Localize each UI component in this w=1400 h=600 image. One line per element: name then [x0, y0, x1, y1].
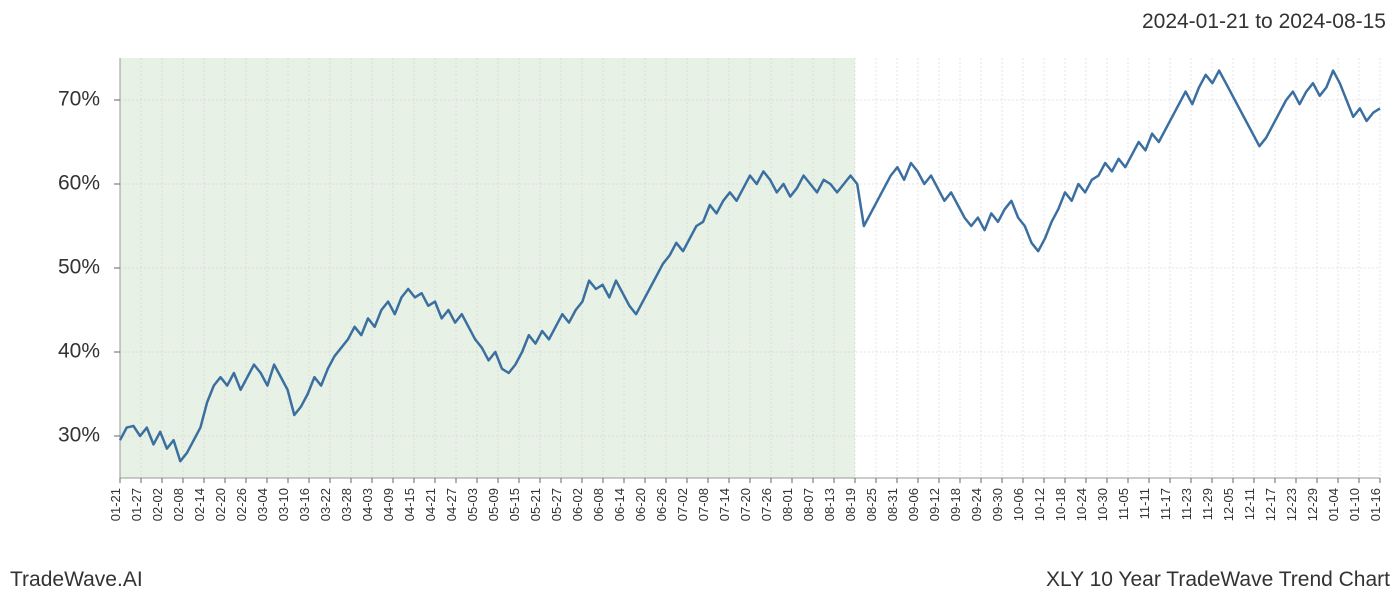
x-tick-label: 08-01 — [780, 488, 795, 521]
x-tick-label: 11-11 — [1137, 488, 1152, 519]
x-tick-label: 11-29 — [1200, 488, 1215, 520]
x-tick-label: 07-08 — [696, 488, 711, 521]
x-tick-label: 03-28 — [339, 488, 354, 521]
y-tick-label: 40% — [58, 340, 100, 363]
x-tick-label: 05-21 — [528, 488, 543, 521]
x-tick-label: 02-08 — [171, 488, 186, 521]
x-tick-label: 11-23 — [1179, 488, 1194, 520]
x-tick-label: 12-11 — [1242, 488, 1257, 520]
x-tick-label: 07-14 — [717, 488, 732, 521]
x-tick-label: 06-02 — [570, 488, 585, 521]
x-tick-label: 08-31 — [885, 488, 900, 521]
x-tick-label: 05-09 — [486, 488, 501, 521]
x-tick-label: 09-06 — [906, 488, 921, 521]
x-tick-label: 03-16 — [297, 488, 312, 521]
x-tick-label: 05-27 — [549, 488, 564, 521]
x-tick-label: 03-04 — [255, 488, 270, 521]
x-tick-label: 01-16 — [1368, 488, 1383, 521]
trend-chart: 30% 40% 50% 60% 70% 01-21 01-27 02-02 02-08 02-14… — [0, 58, 1400, 560]
brand-label: TradeWave.AI — [10, 568, 143, 592]
x-tick-label: 10-12 — [1032, 488, 1047, 521]
x-tick-label: 12-23 — [1284, 488, 1299, 521]
y-tick-label: 50% — [58, 256, 100, 279]
x-tick-label: 04-15 — [402, 488, 417, 521]
x-tick-label: 04-03 — [360, 488, 375, 521]
x-tick-label: 05-03 — [465, 488, 480, 521]
x-tick-label: 01-21 — [108, 488, 123, 521]
y-tick-label: 30% — [58, 424, 100, 447]
x-tick-label: 02-20 — [213, 488, 228, 521]
x-tick-label: 11-17 — [1158, 488, 1173, 520]
y-tick-label: 70% — [58, 88, 100, 111]
x-tick-label: 07-02 — [675, 488, 690, 521]
x-tick-label: 10-30 — [1095, 488, 1110, 521]
x-tick-label: 01-27 — [129, 488, 144, 521]
x-tick-label: 06-26 — [654, 488, 669, 521]
x-tick-label: 08-19 — [843, 488, 858, 521]
x-tick-label: 01-10 — [1347, 488, 1362, 521]
x-tick-label: 04-21 — [423, 488, 438, 521]
x-tick-label: 04-09 — [381, 488, 396, 521]
x-tick-label: 07-20 — [738, 488, 753, 521]
x-tick-label: 08-07 — [801, 488, 816, 521]
x-tick-label: 09-12 — [927, 488, 942, 521]
x-tick-label: 07-26 — [759, 488, 774, 521]
x-tick-label: 01-04 — [1326, 488, 1341, 521]
x-tick-label: 06-20 — [633, 488, 648, 521]
x-tick-label: 10-06 — [1011, 488, 1026, 521]
x-tick-label: 11-05 — [1116, 488, 1131, 520]
x-tick-label: 08-25 — [864, 488, 879, 521]
x-tick-label: 02-14 — [192, 488, 207, 521]
x-tick-label: 09-30 — [990, 488, 1005, 521]
x-tick-label: 12-05 — [1221, 488, 1236, 521]
x-tick-label: 03-22 — [318, 488, 333, 521]
x-tick-label: 10-18 — [1053, 488, 1068, 521]
y-tick-label: 60% — [58, 172, 100, 195]
x-tick-label: 10-24 — [1074, 488, 1089, 521]
x-tick-label: 12-29 — [1305, 488, 1320, 521]
x-tick-label: 12-17 — [1263, 488, 1278, 521]
x-tick-label: 06-14 — [612, 488, 627, 521]
x-tick-label: 04-27 — [444, 488, 459, 521]
x-tick-label: 03-10 — [276, 488, 291, 521]
x-tick-label: 02-02 — [150, 488, 165, 521]
x-tick-label: 09-24 — [969, 488, 984, 521]
x-tick-label: 05-15 — [507, 488, 522, 521]
x-tick-label: 08-13 — [822, 488, 837, 521]
x-tick-label: 02-26 — [234, 488, 249, 521]
chart-title: XLY 10 Year TradeWave Trend Chart — [1046, 568, 1390, 592]
x-tick-label: 09-18 — [948, 488, 963, 521]
x-tick-label: 06-08 — [591, 488, 606, 521]
chart-svg: 30% 40% 50% 60% 70% 01-21 01-27 02-02 02-08 02-14… — [0, 58, 1400, 560]
date-range-label: 2024-01-21 to 2024-08-15 — [1142, 10, 1386, 34]
